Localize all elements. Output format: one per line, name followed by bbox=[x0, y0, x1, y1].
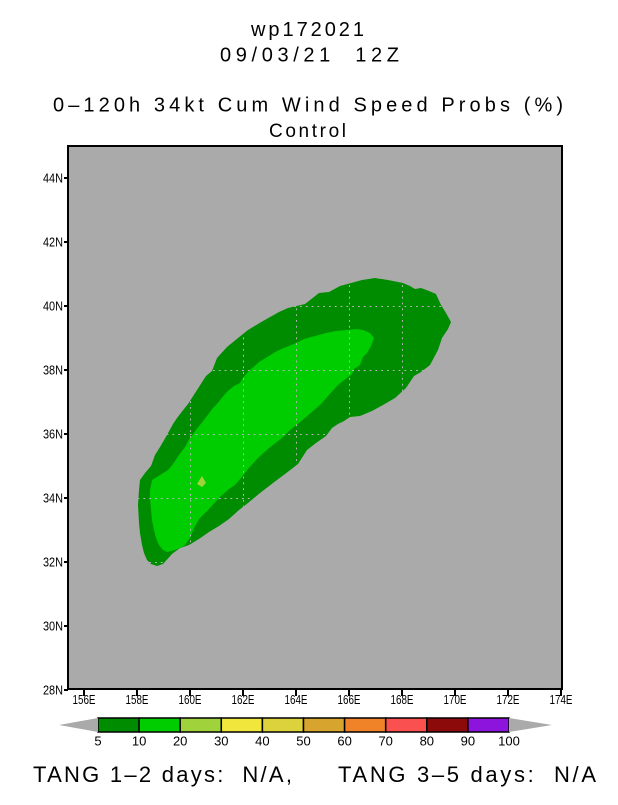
svg-text:166E: 166E bbox=[338, 693, 361, 707]
svg-text:158E: 158E bbox=[126, 693, 149, 707]
svg-text:70: 70 bbox=[378, 734, 392, 749]
svg-text:28N: 28N bbox=[43, 684, 63, 698]
svg-text:5: 5 bbox=[94, 734, 101, 749]
svg-text:174E: 174E bbox=[550, 693, 573, 707]
svg-text:170E: 170E bbox=[444, 693, 467, 707]
svg-text:50: 50 bbox=[296, 734, 310, 749]
svg-text:172E: 172E bbox=[497, 693, 520, 707]
svg-text:wp172021: wp172021 bbox=[250, 19, 364, 41]
svg-text:100: 100 bbox=[498, 734, 520, 749]
svg-text:60: 60 bbox=[337, 734, 351, 749]
svg-text:36N: 36N bbox=[43, 428, 63, 442]
svg-text:TANG 3–5 days: N/A: TANG 3–5 days: N/A bbox=[338, 762, 596, 787]
svg-text:38N: 38N bbox=[43, 364, 63, 378]
svg-text:162E: 162E bbox=[232, 693, 255, 707]
svg-text:20: 20 bbox=[173, 734, 187, 749]
svg-text:Control: Control bbox=[269, 121, 346, 142]
svg-text:42N: 42N bbox=[43, 236, 63, 250]
svg-text:164E: 164E bbox=[285, 693, 308, 707]
svg-text:30N: 30N bbox=[43, 620, 63, 634]
svg-text:10: 10 bbox=[132, 734, 146, 749]
svg-text:168E: 168E bbox=[391, 693, 414, 707]
svg-text:09/03/21 12Z: 09/03/21 12Z bbox=[220, 45, 399, 67]
svg-text:90: 90 bbox=[461, 734, 475, 749]
svg-text:40N: 40N bbox=[43, 300, 63, 314]
svg-text:0–120h 34kt Cum Wind Speed Pro: 0–120h 34kt Cum Wind Speed Probs (%) bbox=[53, 95, 563, 117]
svg-text:40: 40 bbox=[255, 734, 269, 749]
svg-text:80: 80 bbox=[420, 734, 434, 749]
svg-text:44N: 44N bbox=[43, 172, 63, 186]
svg-text:156E: 156E bbox=[73, 693, 96, 707]
svg-text:32N: 32N bbox=[43, 556, 63, 570]
svg-text:34N: 34N bbox=[43, 492, 63, 506]
svg-text:160E: 160E bbox=[179, 693, 202, 707]
svg-text:30: 30 bbox=[214, 734, 228, 749]
svg-text:TANG 1–2 days: N/A,: TANG 1–2 days: N/A, bbox=[33, 762, 292, 787]
